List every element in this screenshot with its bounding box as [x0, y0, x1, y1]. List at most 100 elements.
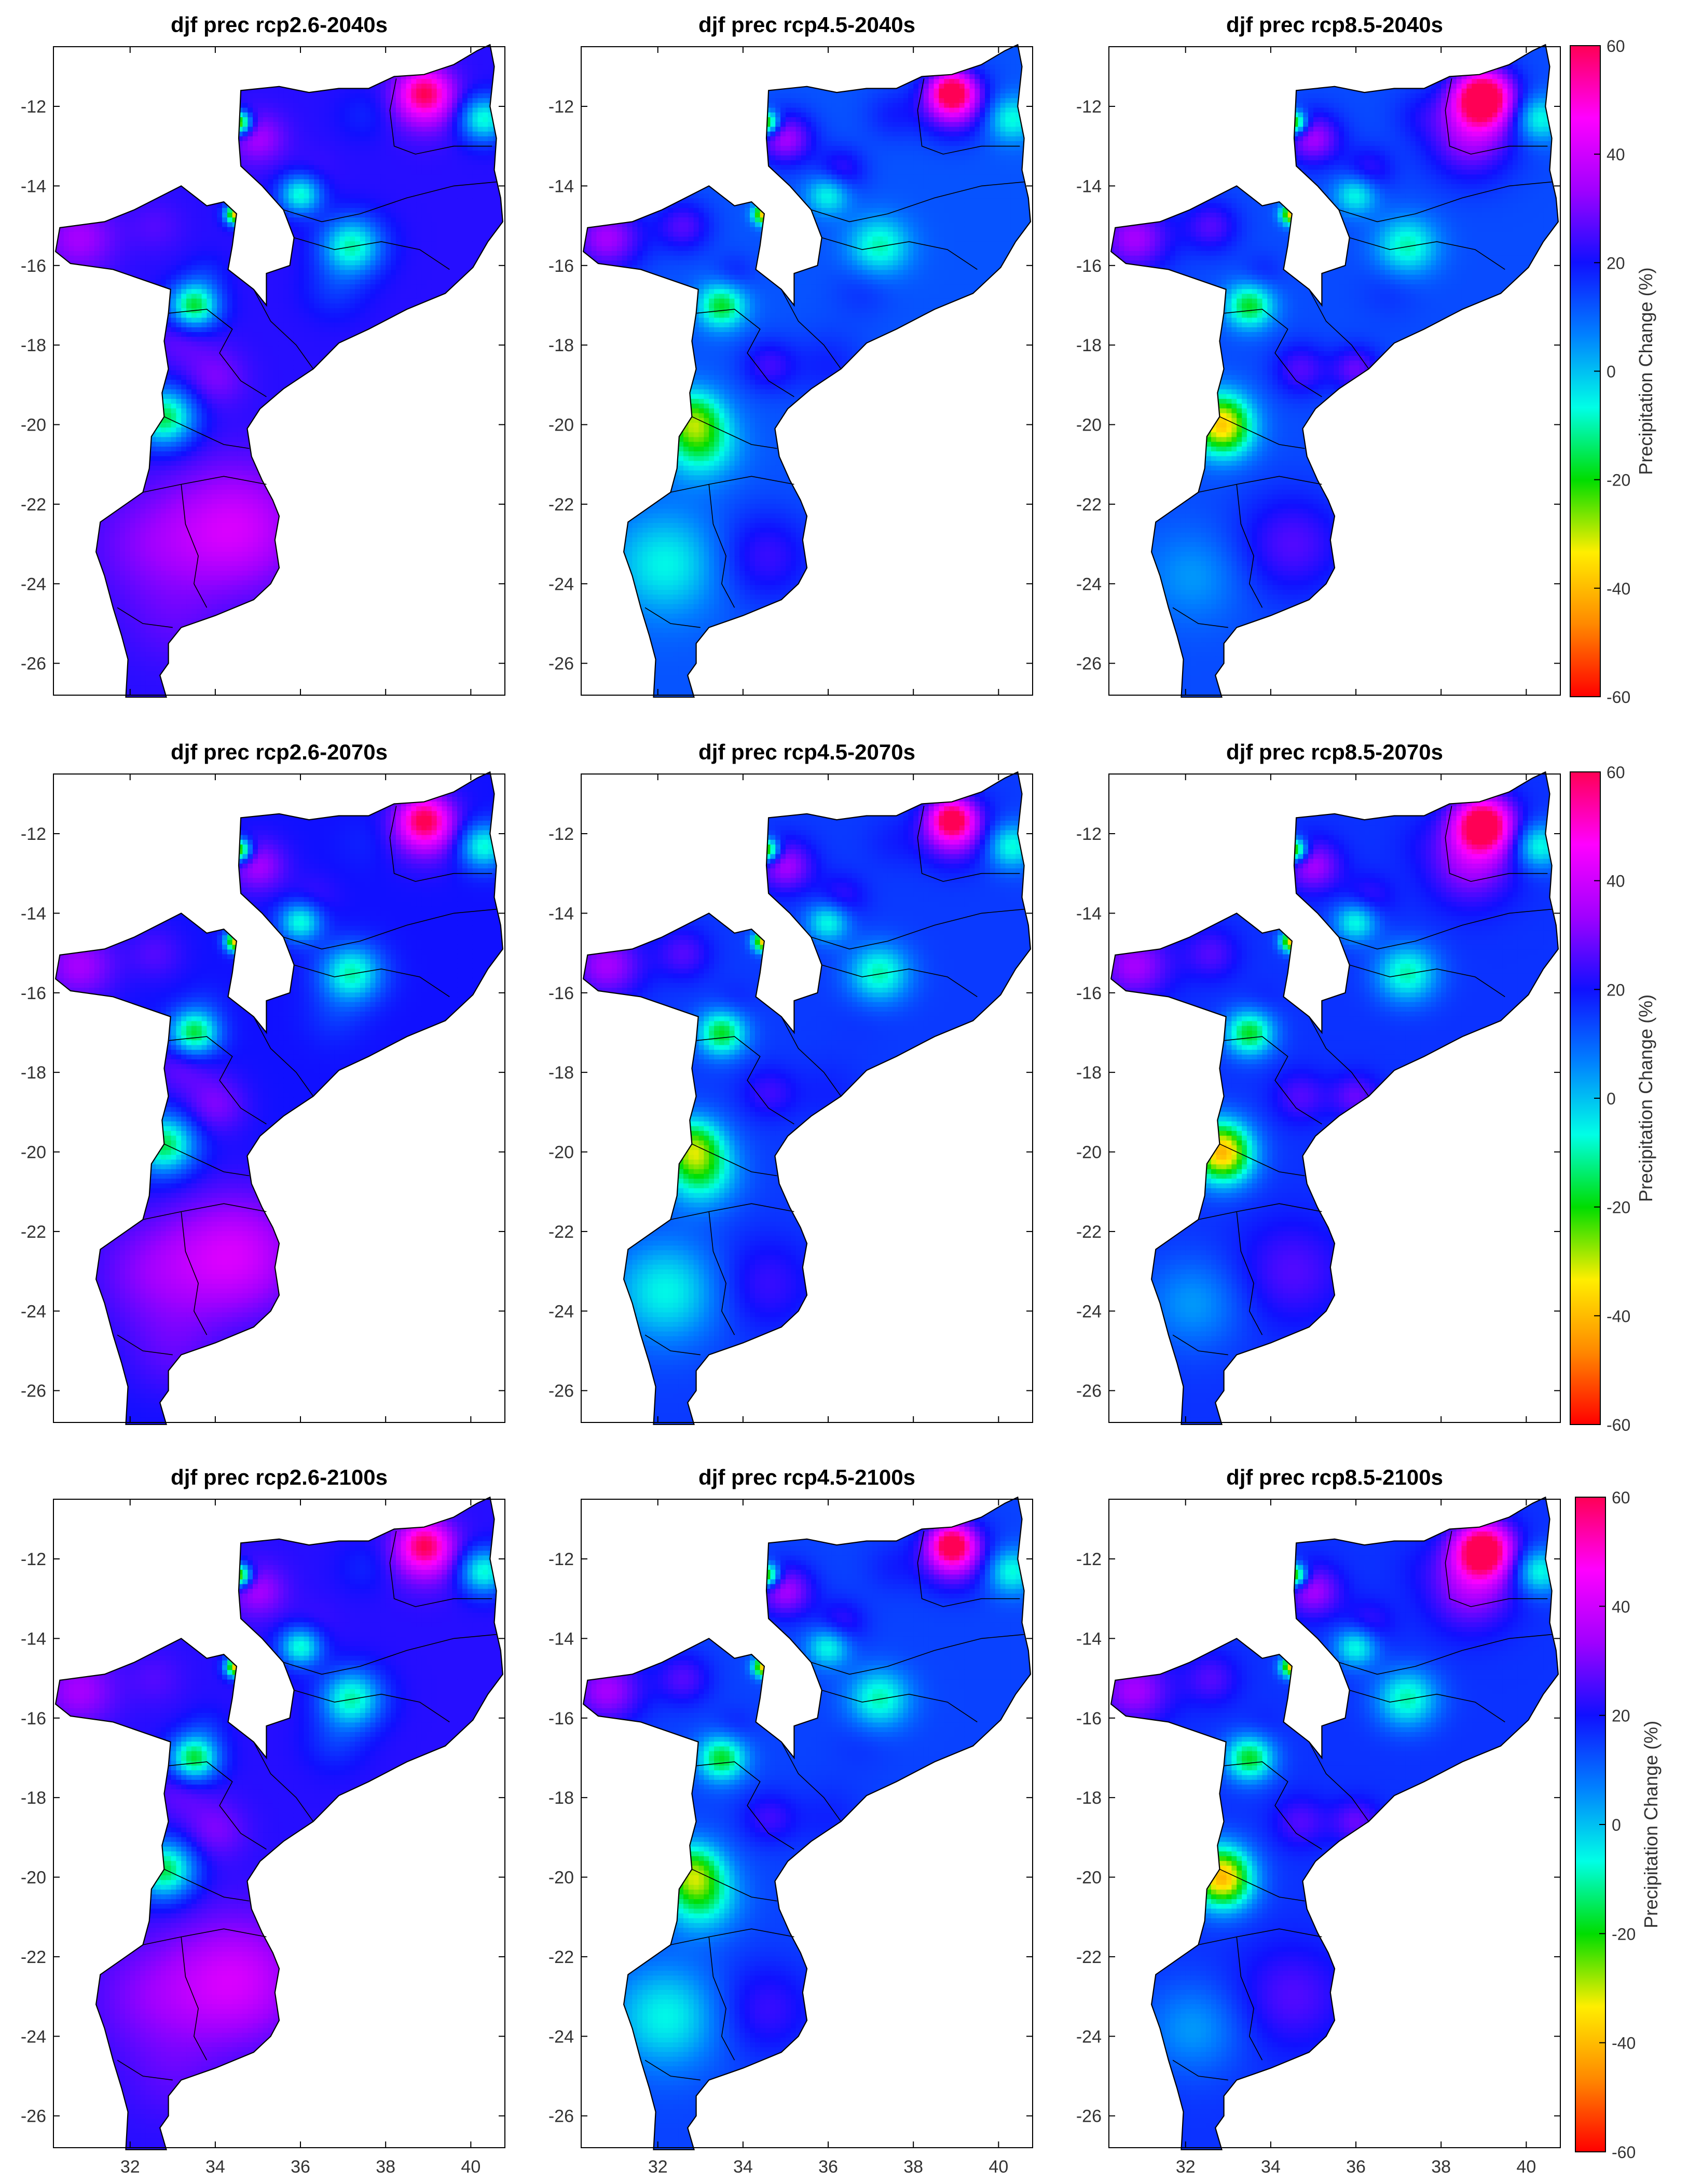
grid-cell: [79, 408, 85, 413]
grid-cell: [115, 260, 120, 265]
grid-cell: [120, 284, 126, 289]
grid-cell: [191, 64, 197, 70]
grid-cell: [222, 88, 228, 93]
grid-cell: [59, 236, 64, 241]
grid-cell: [161, 585, 167, 590]
grid-cell: [53, 446, 59, 451]
grid-cell: [120, 60, 126, 65]
grid-cell: [74, 398, 79, 404]
grid-cell: [176, 403, 182, 408]
grid-cell: [135, 413, 141, 418]
grid-cell: [120, 561, 126, 566]
grid-cell: [145, 145, 151, 150]
grid-cell: [207, 408, 213, 413]
grid-cell: [84, 465, 90, 471]
grid-cell: [202, 136, 208, 141]
grid-cell: [207, 269, 213, 274]
grid-cell: [84, 245, 90, 251]
grid-cell: [150, 236, 156, 241]
grid-cell: [186, 312, 192, 317]
grid-cell: [89, 623, 95, 628]
grid-cell: [100, 274, 105, 280]
grid-cell: [59, 494, 64, 499]
grid-cell: [227, 503, 233, 508]
grid-cell: [227, 126, 233, 131]
grid-cell: [176, 131, 182, 136]
grid-cell: [166, 561, 172, 566]
grid-cell: [59, 112, 64, 117]
grid-cell: [64, 317, 70, 323]
grid-cell: [232, 160, 238, 165]
grid-cell: [166, 336, 172, 341]
grid-cell: [89, 78, 95, 84]
grid-cell: [181, 260, 187, 265]
grid-cell: [171, 360, 177, 365]
grid-cell: [212, 661, 217, 666]
grid-cell: [145, 379, 151, 384]
grid-cell: [64, 107, 70, 113]
grid-cell: [212, 609, 217, 614]
grid-cell: [150, 561, 156, 566]
grid-cell: [161, 269, 167, 274]
grid-cell: [197, 389, 202, 394]
grid-cell: [171, 112, 177, 117]
grid-cell: [207, 78, 213, 84]
grid-cell: [69, 623, 75, 628]
grid-cell: [64, 245, 70, 251]
grid-cell: [74, 503, 79, 508]
grid-cell: [69, 585, 75, 590]
grid-cell: [94, 102, 100, 107]
grid-cell: [125, 637, 131, 642]
grid-cell: [74, 308, 79, 313]
grid-cell: [150, 589, 156, 595]
grid-cell: [217, 136, 223, 141]
grid-cell: [53, 212, 59, 217]
grid-cell: [150, 360, 156, 365]
grid-cell: [53, 680, 59, 685]
grid-cell: [125, 384, 131, 389]
grid-cell: [109, 245, 115, 251]
grid-cell: [105, 327, 111, 332]
grid-cell: [222, 179, 228, 184]
grid-cell: [212, 422, 217, 427]
grid-cell: [207, 565, 213, 571]
grid-cell: [212, 623, 217, 628]
grid-cell: [64, 322, 70, 327]
grid-cell: [79, 446, 85, 451]
grid-cell: [181, 365, 187, 370]
grid-cell: [74, 623, 79, 628]
grid-cell: [89, 160, 95, 165]
grid-cell: [186, 346, 192, 351]
grid-cell: [79, 365, 85, 370]
grid-cell: [207, 623, 213, 628]
grid-cell: [79, 88, 85, 93]
grid-cell: [217, 155, 223, 160]
grid-cell: [232, 432, 238, 437]
grid-cell: [156, 565, 161, 571]
grid-cell: [64, 465, 70, 471]
grid-cell: [161, 131, 167, 136]
grid-cell: [207, 499, 213, 504]
grid-cell: [89, 580, 95, 585]
grid-cell: [171, 251, 177, 256]
grid-cell: [79, 499, 85, 504]
grid-cell: [94, 145, 100, 150]
grid-cell: [105, 298, 111, 303]
grid-cell: [166, 222, 172, 227]
grid-cell: [186, 93, 192, 98]
grid-cell: [84, 637, 90, 642]
grid-cell: [84, 150, 90, 155]
grid-cell: [202, 384, 208, 389]
grid-cell: [186, 441, 192, 447]
grid-cell: [105, 461, 111, 466]
grid-cell: [74, 40, 79, 46]
grid-cell: [69, 45, 75, 50]
grid-cell: [176, 680, 182, 685]
grid-cell: [115, 60, 120, 65]
grid-cell: [212, 145, 217, 150]
grid-cell: [109, 346, 115, 351]
grid-cell: [74, 112, 79, 117]
grid-cell: [135, 613, 141, 618]
grid-cell: [100, 494, 105, 499]
grid-cell: [161, 88, 167, 93]
